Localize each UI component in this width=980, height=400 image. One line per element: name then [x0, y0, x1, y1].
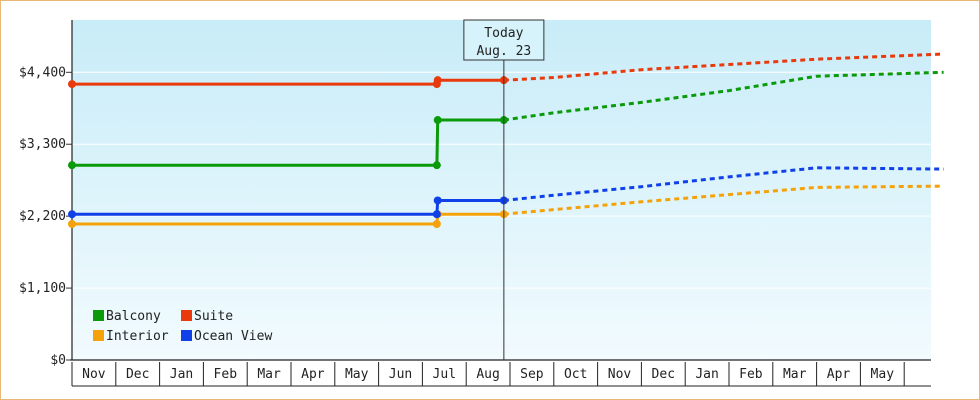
legend-label: Ocean View [194, 329, 272, 344]
y-tick-label: $3,300 [19, 137, 66, 152]
data-point [68, 161, 76, 170]
x-tick-label: May [871, 367, 895, 382]
x-tick-label: Mar [783, 367, 807, 382]
y-tick-labels: $0 $1,100 $2,200 $3,300 $4,400 [19, 65, 66, 368]
legend-swatch [93, 310, 104, 321]
legend-label: Balcony [106, 309, 161, 324]
series-line-history [72, 118, 504, 167]
series-line-forecast [503, 52, 944, 82]
y-tick-label: $0 [50, 353, 66, 368]
x-tick-label: Nov [608, 367, 632, 382]
legend-swatch [181, 310, 192, 321]
x-tick-label: Aug [476, 367, 499, 382]
data-point [433, 76, 442, 85]
today-label-title: Today [484, 26, 523, 41]
x-tick-label: May [345, 367, 369, 382]
x-tick-label: Jun [389, 367, 412, 382]
x-tick-label: Feb [214, 367, 238, 382]
data-point [68, 80, 76, 89]
y-tick-label: $4,400 [19, 65, 66, 80]
data-point [433, 196, 442, 205]
data-point [432, 220, 441, 228]
x-tick-label: Feb [739, 367, 763, 382]
series-line-history [72, 199, 504, 216]
data-point [68, 210, 76, 219]
x-tick-label: Dec [652, 367, 675, 382]
x-tick-label: Jul [433, 367, 456, 382]
series-line-forecast [503, 70, 944, 122]
today-label-date: Aug. 23 [476, 44, 531, 59]
x-tick-label: Jan [695, 367, 718, 382]
plot-area [72, 20, 931, 360]
data-point [432, 161, 441, 170]
series-line-history [72, 212, 504, 226]
x-tick-label: Jan [170, 367, 193, 382]
legend-label: Suite [194, 309, 233, 324]
legend-label: Interior [106, 329, 169, 344]
x-tick-labels: Nov Dec Jan Feb Mar Apr May Jun Jul Aug Sep Oct Nov D… [82, 367, 894, 382]
series-line-forecast [503, 184, 944, 216]
y-tick-label: $1,100 [19, 281, 66, 296]
x-tick-label: Oct [564, 367, 587, 382]
series-line-forecast [503, 166, 944, 202]
series-lines [68, 52, 944, 228]
x-tick-label: Mar [257, 367, 281, 382]
x-tick-label: Sep [520, 367, 544, 382]
legend: Balcony Suite Interior Ocean View [93, 309, 272, 344]
x-tick-label: Apr [301, 367, 325, 382]
y-tick-label: $2,200 [19, 209, 66, 224]
legend-swatch [181, 330, 192, 341]
x-tick-label: Dec [126, 367, 149, 382]
data-point [68, 220, 76, 228]
legend-swatch [93, 330, 104, 341]
today-marker: Today Aug. 23 [463, 19, 545, 360]
x-tick-label: Apr [827, 367, 851, 382]
axes [66, 20, 931, 387]
data-point [433, 116, 442, 125]
data-point [432, 210, 441, 219]
x-tick-label: Nov [82, 367, 106, 382]
today-label-box [463, 19, 545, 61]
